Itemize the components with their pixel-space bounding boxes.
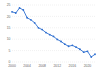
point xyxy=(15,12,17,14)
point xyxy=(22,9,24,11)
point xyxy=(34,22,36,24)
y-tick-label: 20 xyxy=(7,15,11,19)
point xyxy=(71,44,73,46)
chart-svg: 0510152025200020042008201220162020 xyxy=(0,0,100,71)
point xyxy=(41,29,43,31)
point xyxy=(87,50,89,52)
point xyxy=(56,39,58,41)
grid-line xyxy=(12,16,95,17)
plot-area xyxy=(11,7,96,58)
x-tick-label: 2016 xyxy=(69,64,77,68)
grid-line xyxy=(12,27,95,28)
point xyxy=(68,45,70,47)
x-tick-label: 2008 xyxy=(38,64,46,68)
point xyxy=(45,32,47,34)
grid-line xyxy=(12,62,95,63)
y-tick-label: 5 xyxy=(9,49,11,53)
point xyxy=(53,36,55,38)
point xyxy=(30,19,32,21)
point xyxy=(75,46,77,48)
point xyxy=(79,48,81,50)
point xyxy=(11,11,13,13)
y-tick-label: 15 xyxy=(7,26,11,30)
chart: 0510152025200020042008201220162020 xyxy=(0,0,100,71)
y-tick-label: 10 xyxy=(7,37,11,41)
point xyxy=(60,41,62,43)
x-tick-label: 2020 xyxy=(84,64,92,68)
point xyxy=(49,34,51,36)
x-tick-label: 2004 xyxy=(23,64,31,68)
point xyxy=(64,43,66,45)
point xyxy=(83,51,85,53)
point xyxy=(38,27,40,29)
line xyxy=(12,8,95,57)
grid-line xyxy=(12,5,95,6)
grid-line xyxy=(12,39,95,40)
point xyxy=(90,56,92,58)
y-tick-label: 25 xyxy=(7,3,11,7)
point xyxy=(19,7,21,9)
point xyxy=(26,17,28,19)
x-tick-label: 2000 xyxy=(8,64,16,68)
x-tick-label: 2012 xyxy=(53,64,61,68)
point xyxy=(94,53,96,55)
